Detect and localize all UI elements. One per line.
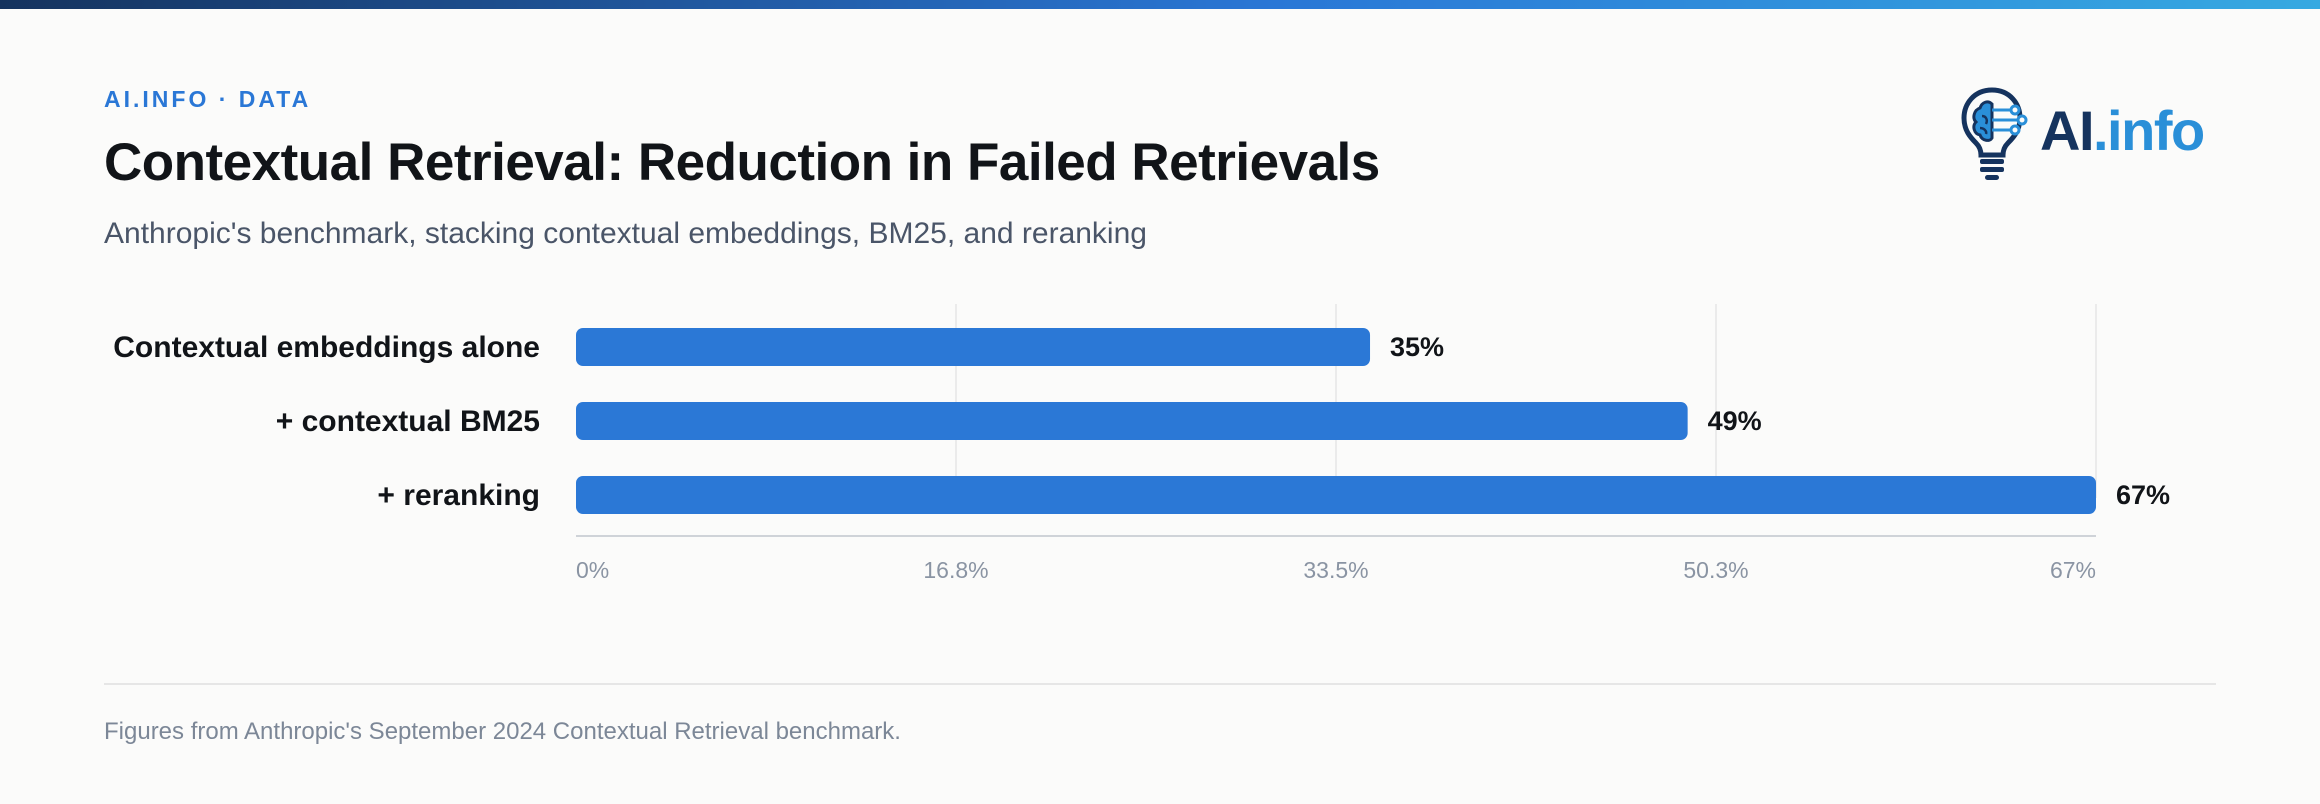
page-title: Contextual Retrieval: Reduction in Faile…	[104, 133, 1380, 192]
category-label: + contextual BM25	[276, 405, 540, 438]
footnote: Figures from Anthropic's September 2024 …	[104, 718, 901, 745]
data-label: 35%	[1390, 332, 1444, 362]
x-tick-label: 33.5%	[1303, 557, 1368, 583]
eyebrow-label: AI.INFO · DATA	[104, 86, 312, 112]
bar-chart: 0% 16.8% 33.5% 50.3% 67% Contextual embedding…	[113, 304, 2170, 583]
bar	[576, 476, 2096, 514]
top-accent-bar	[0, 0, 2320, 9]
logo-text-ai: AI	[2040, 99, 2095, 162]
brand-logo: AI.info	[1960, 86, 2220, 182]
lightbulb-brain-circuit-icon	[1961, 87, 2028, 180]
x-tick-label: 16.8%	[923, 557, 988, 583]
category-label: + reranking	[377, 479, 540, 512]
x-tick-label: 67%	[2050, 557, 2096, 583]
data-label: 67%	[2116, 480, 2170, 510]
x-tick-label: 0%	[576, 557, 609, 583]
logo-wordmark: AI.info	[2040, 98, 2205, 163]
logo-text-info: .info	[2093, 99, 2205, 162]
data-label: 49%	[1708, 406, 1762, 436]
x-tick-label: 50.3%	[1683, 557, 1748, 583]
bar	[576, 402, 1688, 440]
footer-divider	[104, 683, 2216, 685]
page-subtitle: Anthropic's benchmark, stacking contextu…	[104, 217, 1147, 250]
category-label: Contextual embeddings alone	[113, 331, 540, 364]
bar	[576, 328, 1371, 366]
